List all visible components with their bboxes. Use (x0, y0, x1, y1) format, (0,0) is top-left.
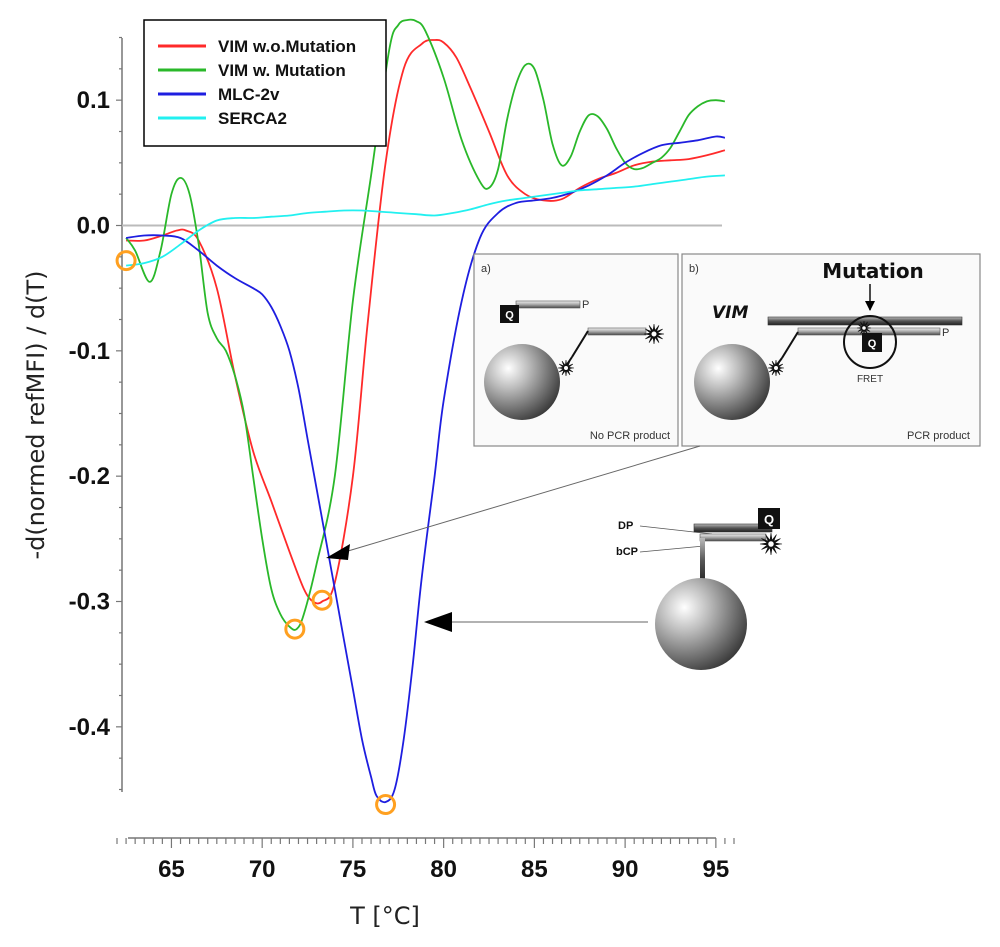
panel-a-probe-bar (515, 300, 581, 309)
panel-b-fret-label: FRET (857, 374, 883, 385)
peak-marker (311, 589, 333, 611)
peak-marker (284, 618, 306, 640)
y-tick-label: 0.0 (77, 213, 110, 240)
bcp-stem (700, 538, 705, 584)
series-line-2 (125, 135, 726, 804)
panel-callout-line (347, 445, 701, 552)
legend-label: SERCA2 (218, 109, 287, 128)
panel-a-capture-probe-bar (587, 327, 647, 336)
panel-a-quencher-box (500, 305, 519, 323)
panel-callout-arrowhead (326, 544, 350, 560)
bead-callout-arrowhead (424, 612, 452, 632)
bcp-strand (699, 533, 767, 542)
x-tick-label: 90 (612, 856, 639, 883)
panel-b-fluorophore-burst (856, 320, 872, 336)
panel-a-caption: No PCR product (590, 430, 670, 442)
legend-label: MLC-2v (218, 85, 280, 104)
series-line-3 (125, 174, 725, 267)
legend-label: VIM w. Mutation (218, 61, 346, 80)
bcp-label: bCP (616, 546, 638, 558)
x-tick-label: 75 (340, 856, 367, 883)
legend-frame (143, 19, 387, 147)
peak-marker (375, 794, 397, 816)
y-tick-label: -0.4 (69, 714, 111, 741)
bcp-fluorophore-burst (759, 532, 783, 556)
inset-panel-a: a) P Q No PCR product (473, 253, 679, 447)
panel-b-probe-label: P (942, 327, 949, 339)
x-tick-label: 95 (703, 856, 730, 883)
x-axis: 65 70 75 80 85 90 95 (116, 837, 735, 883)
x-tick-label: 70 (249, 856, 276, 883)
bcp-leader (639, 545, 705, 553)
panel-b-target-strand (767, 316, 963, 326)
x-tick-label: 85 (521, 856, 548, 883)
y-tick-label: 0.1 (77, 87, 110, 114)
panel-b-caption: PCR product (907, 430, 970, 442)
legend-label: VIM w.o.Mutation (218, 37, 356, 56)
panel-a-fluorophore-burst (643, 323, 665, 345)
x-tick-label: 80 (430, 856, 457, 883)
panel-b-label: b) (689, 263, 699, 275)
panel-a-label: a) (481, 263, 491, 275)
y-tick-label: -0.2 (69, 463, 110, 490)
y-tick-label: -0.3 (69, 589, 110, 616)
legend: VIM w.o.Mutation VIM w. Mutation MLC-2v SER… (143, 19, 387, 147)
y-tick-label: -0.1 (69, 338, 110, 365)
x-axis-title: T [°C] (349, 902, 420, 930)
dp-quencher-box (758, 508, 780, 529)
panel-b-gene-label: VIM (712, 303, 748, 323)
y-axis: 0.1 0.0 -0.1 -0.2 -0.3 -0.4 (69, 36, 123, 792)
panel-b-mutation-title: Mutation (822, 259, 924, 283)
probe-diagram: DP bCP Q (616, 508, 783, 670)
panel-b-quencher-label: Q (868, 338, 877, 350)
dp-leader (639, 525, 713, 535)
panel-b-quencher-box (862, 333, 882, 352)
dp-quencher-label: Q (764, 512, 774, 527)
panel-a-quencher-label: Q (505, 310, 514, 322)
panel-a-dye-burst (557, 359, 575, 377)
panel-b-dye-burst (767, 359, 785, 377)
panel-a-probe-label: P (582, 299, 589, 311)
probe-bead (655, 578, 747, 670)
y-axis-title: -d(normed refMFI) / d(T) (22, 270, 50, 559)
panel-b-fret-circle (843, 315, 897, 369)
panel-a-bead (484, 344, 560, 420)
peak-marker (115, 250, 137, 272)
panel-b-linker (781, 331, 799, 359)
panel-b-bead (694, 344, 770, 420)
x-tick-label: 65 (158, 856, 185, 883)
series-line-1 (125, 18, 726, 631)
peak-markers (115, 250, 397, 816)
dp-label: DP (618, 520, 633, 532)
inset-panel-b: b) Mutation VIM P Q FRET PCR product (681, 253, 981, 447)
panel-a-linker (571, 330, 589, 358)
